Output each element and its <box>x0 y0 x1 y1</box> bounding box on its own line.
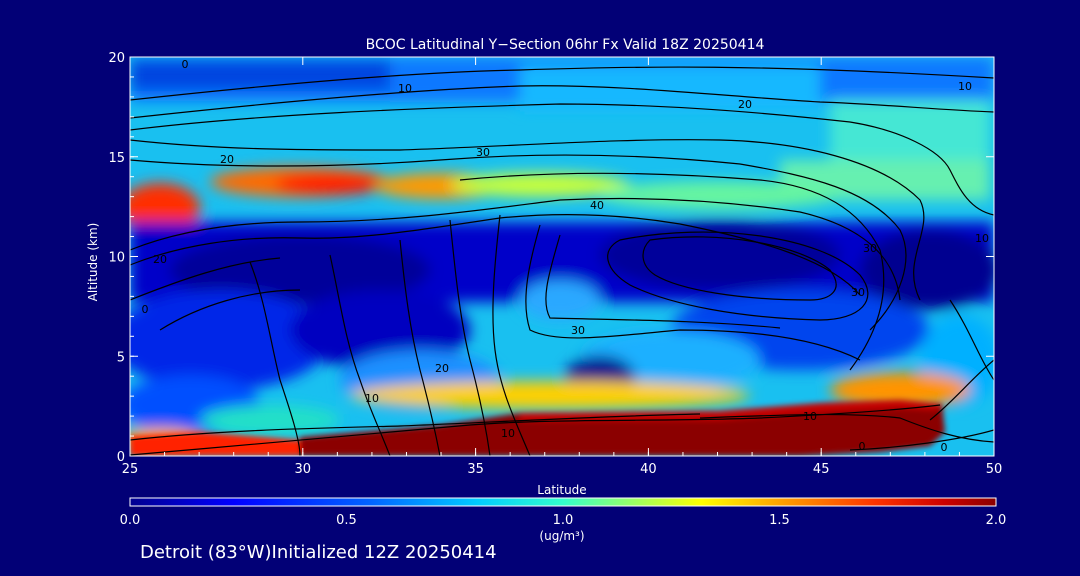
x-tick-label: 35 <box>467 462 484 477</box>
colorbar-tick-label: 2.0 <box>986 513 1007 528</box>
contour-label: 30 <box>476 146 490 159</box>
x-tick-label: 40 <box>640 462 657 477</box>
colorbar <box>129 497 997 507</box>
colorbar-tick-label: 1.0 <box>553 513 574 528</box>
colorbar-tick-label: 0.5 <box>336 513 357 528</box>
contour-label: 20 <box>738 98 752 111</box>
contour-label: 20 <box>153 253 167 266</box>
x-axis-label: Latitude <box>537 483 586 497</box>
x-tick-label: 30 <box>295 462 312 477</box>
y-tick-label: 15 <box>108 151 125 166</box>
colorbar-tick-label: 0.0 <box>120 513 141 528</box>
contour-label: 40 <box>590 199 604 212</box>
contour-label: 20 <box>220 153 234 166</box>
contour-label: 0 <box>142 303 149 316</box>
footer-caption: Detroit (83°W)Initialized 12Z 20250414 <box>140 542 497 563</box>
y-tick-label: 0 <box>117 450 125 465</box>
contour-label: 10 <box>365 392 379 405</box>
contour-label: 30 <box>851 286 865 299</box>
contour-label: 10 <box>501 427 515 440</box>
contour-label: 10 <box>975 232 989 245</box>
contour-lines <box>130 66 994 456</box>
contour-label: 0 <box>182 58 189 71</box>
x-tick-label: 25 <box>122 462 139 477</box>
heatmap-field <box>130 57 994 456</box>
contour-label: 0 <box>859 440 866 453</box>
contour-label: 30 <box>863 242 877 255</box>
y-tick-label: 10 <box>108 251 125 266</box>
y-tick-label: 20 <box>108 51 125 66</box>
contour-label: 10 <box>958 80 972 93</box>
x-tick-label: 50 <box>986 462 1003 477</box>
colorbar-ticks: 0.0 0.5 1.0 1.5 2.0 <box>120 513 1007 528</box>
contour-labels: 0 10 10 20 30 40 20 30 10 20 30 0 10 20 … <box>142 58 990 454</box>
contour-label: 20 <box>435 362 449 375</box>
colorbar-tick-label: 1.5 <box>769 513 790 528</box>
x-tick-label: 45 <box>813 462 830 477</box>
contour-label: 0 <box>941 441 948 454</box>
contour-label: 10 <box>803 410 817 423</box>
y-axis-label: Altitude (km) <box>86 223 100 302</box>
contour-label: 10 <box>398 82 412 95</box>
y-tick-label: 5 <box>117 350 125 365</box>
chart-title: BCOC Latitudinal Y−Section 06hr Fx Valid… <box>366 37 765 53</box>
axes: 25 30 35 40 45 50 0 5 10 15 20 <box>108 51 1002 477</box>
contour-label: 30 <box>571 324 585 337</box>
colorbar-unit: (ug/m³) <box>539 529 584 543</box>
